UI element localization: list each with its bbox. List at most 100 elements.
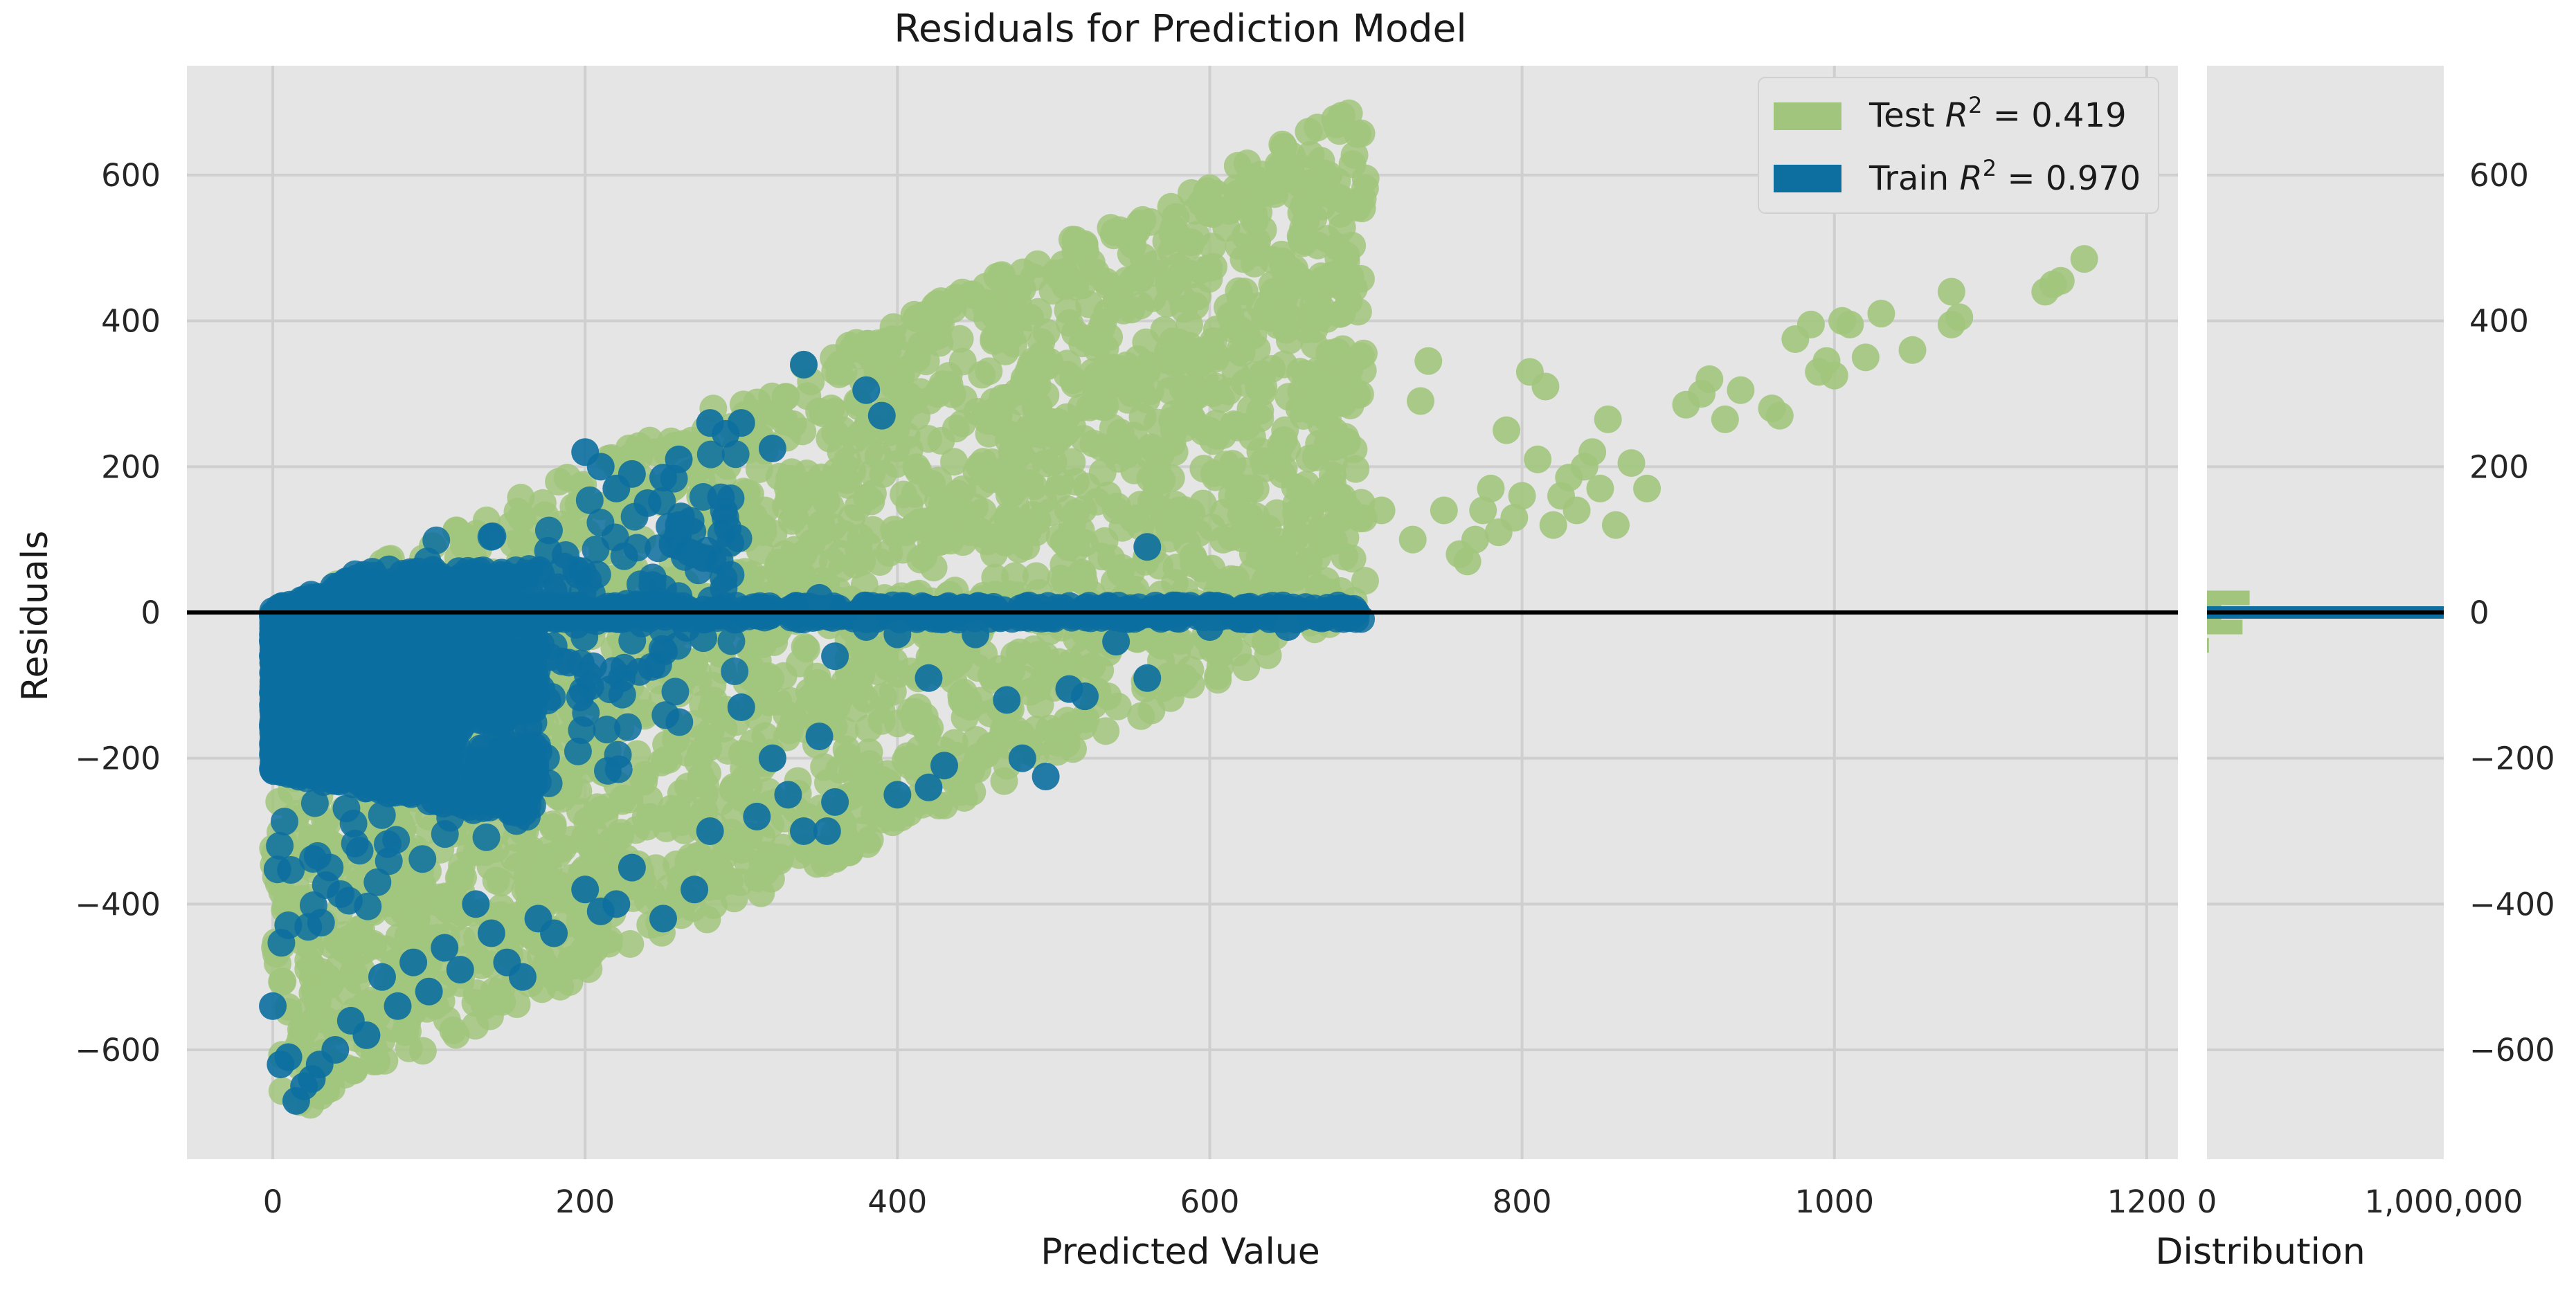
test-point	[1820, 361, 1848, 390]
train-point	[721, 657, 749, 686]
test-point	[623, 740, 651, 768]
test-point	[693, 730, 721, 758]
train-point	[717, 627, 746, 655]
test-point	[1221, 358, 1250, 387]
test-point	[1271, 416, 1299, 444]
test-point	[591, 801, 619, 830]
test-point	[1023, 507, 1052, 535]
test-point	[924, 466, 953, 495]
train-point	[661, 678, 690, 706]
test-point	[1340, 435, 1368, 464]
test-point	[393, 866, 422, 894]
test-point	[1058, 448, 1086, 476]
train-point	[368, 801, 396, 829]
test-point	[1150, 316, 1178, 344]
train-point	[365, 761, 393, 789]
test-point	[1207, 385, 1235, 413]
test-point	[864, 442, 892, 470]
test-point	[867, 696, 896, 725]
test-point	[667, 779, 695, 808]
test-point	[1347, 119, 1376, 147]
train-point	[270, 808, 298, 836]
test-point	[810, 753, 838, 781]
test-point	[1332, 242, 1360, 270]
test-point	[1796, 310, 1825, 338]
train-point	[451, 669, 480, 697]
test-point	[993, 471, 1021, 500]
test-point	[1586, 474, 1614, 502]
test-point	[777, 569, 806, 597]
test-point	[1898, 336, 1927, 364]
test-point	[1727, 376, 1755, 404]
test-point	[926, 505, 955, 533]
test-point	[906, 702, 934, 731]
test-point	[549, 834, 577, 862]
test-point	[903, 402, 931, 430]
test-point	[1117, 296, 1146, 324]
test-point	[902, 453, 930, 482]
test-point	[687, 763, 715, 791]
test-point	[1103, 369, 1131, 397]
train-point	[472, 823, 501, 851]
test-point	[1199, 253, 1227, 281]
test-point	[1461, 525, 1489, 554]
test-point	[983, 262, 1011, 291]
test-point	[973, 406, 1002, 435]
train-point	[405, 761, 433, 789]
test-point	[1082, 258, 1110, 287]
test-point	[1045, 523, 1074, 552]
train-point	[577, 579, 606, 608]
test-point	[1282, 499, 1310, 527]
test-point	[2070, 245, 2098, 273]
test-point	[1765, 401, 1794, 430]
test-point	[1029, 486, 1058, 514]
train-point	[394, 684, 422, 712]
test-point	[1263, 445, 1292, 473]
train-point	[278, 755, 306, 783]
test-point	[809, 399, 837, 428]
test-point	[1251, 567, 1279, 595]
train-point	[477, 523, 505, 551]
test-point	[1087, 314, 1115, 343]
test-point	[717, 819, 746, 847]
test-point	[850, 571, 879, 599]
test-point	[853, 483, 881, 511]
train-point	[330, 654, 359, 682]
train-point	[534, 516, 563, 545]
train-point	[364, 644, 393, 673]
test-point	[901, 480, 929, 508]
test-point	[1406, 387, 1434, 415]
test-point	[828, 459, 856, 487]
test-point	[507, 484, 535, 512]
train-point	[614, 713, 642, 741]
train-point	[672, 614, 701, 642]
test-point	[1088, 458, 1117, 487]
train-point	[651, 701, 680, 729]
test-point	[1164, 264, 1192, 293]
test-point	[1120, 218, 1149, 246]
test-point	[1289, 229, 1317, 257]
test-point	[1180, 549, 1208, 578]
test-point	[1234, 324, 1262, 352]
test-point	[968, 361, 996, 389]
test-point	[1325, 183, 1353, 212]
train-series	[259, 350, 1376, 1115]
test-point	[1117, 268, 1146, 296]
test-point	[1278, 305, 1306, 333]
test-point	[1198, 200, 1227, 228]
test-point	[1157, 192, 1185, 221]
train-point	[745, 602, 773, 630]
test-point	[1236, 394, 1265, 423]
test-point	[962, 293, 990, 322]
test-point	[1493, 416, 1521, 444]
test-point	[1026, 691, 1054, 719]
train-point	[345, 837, 374, 865]
test-point	[1041, 428, 1069, 456]
train-point	[325, 594, 354, 623]
test-point	[1021, 370, 1050, 398]
test-point	[1351, 164, 1380, 192]
test-point	[977, 661, 1005, 689]
test-point	[965, 452, 993, 480]
test-point	[1092, 717, 1120, 745]
test-point	[1338, 545, 1367, 573]
